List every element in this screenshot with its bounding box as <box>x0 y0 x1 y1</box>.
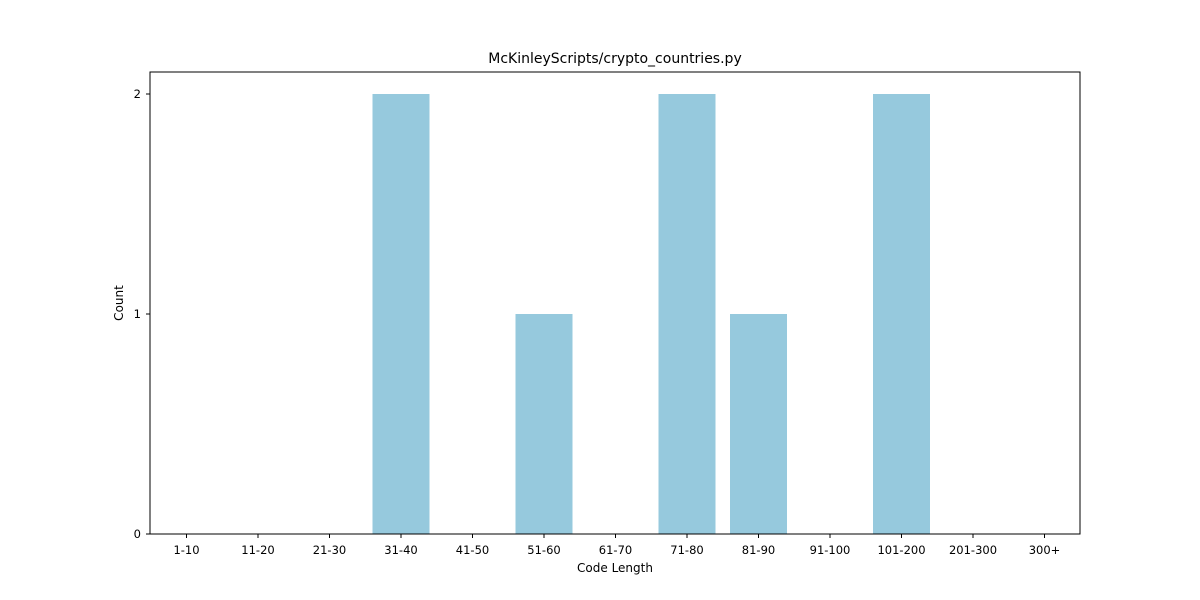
x-tick-label: 21-30 <box>313 543 346 557</box>
x-tick-label: 91-100 <box>810 543 851 557</box>
x-tick-label: 11-20 <box>241 543 274 557</box>
bar-31-40 <box>372 94 430 534</box>
y-tick-label: 2 <box>134 87 141 101</box>
x-tick-label: 31-40 <box>384 543 417 557</box>
x-tick-label: 201-300 <box>949 543 997 557</box>
bar-51-60 <box>515 314 573 534</box>
x-tick-label: 101-200 <box>877 543 925 557</box>
y-axis-ticks: 0 1 2 <box>134 87 150 541</box>
bars-group <box>372 94 930 534</box>
x-tick-label: 71-80 <box>670 543 703 557</box>
x-tick-label: 1-10 <box>173 543 199 557</box>
x-axis-ticks: 1-10 11-20 21-30 31-40 41-50 51-60 61-70 71-80 8… <box>173 534 1060 557</box>
bar-101-200 <box>873 94 930 534</box>
x-tick-label: 81-90 <box>742 543 775 557</box>
bar-71-80 <box>658 94 716 534</box>
x-tick-label: 61-70 <box>599 543 632 557</box>
plot-frame <box>149 71 1081 535</box>
bar-81-90 <box>730 314 787 534</box>
x-tick-label: 41-50 <box>456 543 489 557</box>
y-tick-label: 0 <box>134 527 141 541</box>
x-tick-label: 300+ <box>1029 543 1061 557</box>
y-axis-label: Count <box>112 285 126 321</box>
chart-title: McKinleyScripts/crypto_countries.py <box>488 51 741 67</box>
x-axis-label: Code Length <box>577 561 653 575</box>
y-tick-label: 1 <box>134 307 141 321</box>
x-tick-label: 51-60 <box>527 543 560 557</box>
